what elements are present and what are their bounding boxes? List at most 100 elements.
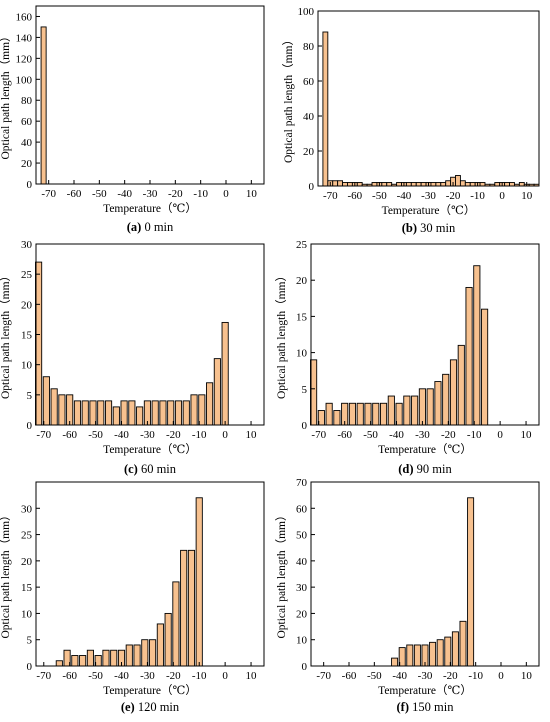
panel-d-bar: [379, 402, 388, 426]
panel-d-caption: (d) 90 min: [398, 462, 452, 476]
panel-a-x-tick-label: -40: [117, 188, 132, 200]
panel-b-bar: [396, 182, 402, 187]
panel-a-y-tick-label: 60: [21, 116, 33, 128]
panel-b-x-tick-label: -40: [397, 190, 412, 202]
panel-e-bar: [55, 660, 63, 667]
panel-e-bar: [195, 497, 203, 667]
panel-b-bar: [381, 182, 388, 187]
panel-b-bar: [322, 31, 329, 187]
panel-e-x-tick-label: -60: [62, 670, 77, 682]
panel-b-bar: [445, 180, 452, 187]
panel-c-bar: [73, 400, 82, 426]
panel-b-bar: [464, 182, 471, 187]
panel-b-x-tick-label: -20: [446, 190, 461, 202]
panel-d-bar: [465, 286, 473, 426]
panel-a-x-tick-label: -20: [168, 188, 183, 200]
panel-f-x-tick-label: -10: [468, 670, 483, 682]
panel-f-caption-letter: (f): [397, 700, 410, 714]
panel-e-bar: [180, 549, 188, 667]
panel-c-caption-letter: (c): [124, 462, 138, 476]
panel-a-x-tick-label: -50: [92, 188, 107, 200]
panel-e-x-tick-label: 10: [246, 670, 258, 682]
panel-b-x-tick-label: 0: [499, 190, 505, 202]
panel-b-bar: [455, 175, 461, 187]
panel-b-bar: [509, 182, 515, 187]
panel-e-bar: [156, 623, 164, 667]
panel-e-x-tick-label: -10: [192, 670, 207, 682]
panel-b-bar: [440, 182, 447, 187]
panel-f-x-tick-label: -70: [316, 670, 331, 682]
panel-c-bar: [174, 400, 183, 426]
panel-d-x-tick-label: -50: [363, 429, 378, 441]
panel-e-caption-text: 120 min: [135, 700, 180, 714]
panel-c-bar: [190, 394, 198, 426]
panel-d-x-tick-label: -60: [337, 429, 352, 441]
panel-a-y-axis-label: Optical path length（mm）: [0, 30, 12, 159]
panel-c-bar: [104, 400, 113, 426]
panel-b-bar: [420, 182, 427, 187]
panel-d-bar: [387, 395, 395, 426]
panel-b-x-tick-label: -50: [372, 190, 387, 202]
panel-c-bar: [112, 406, 120, 426]
panel-c: -70 -60 -50 -40 -30 -20 -10 0 10 0 5 10 15 20 25 30 Temp…: [0, 239, 265, 476]
panel-d-x-tick-label: 0: [497, 429, 503, 441]
panel-b-caption-letter: (b): [402, 221, 417, 235]
panel-e-x-tick-label: -20: [166, 670, 181, 682]
panel-b-bar: [518, 182, 525, 187]
panel-a-x-tick-label: -60: [67, 188, 82, 200]
panel-f-y-axis-label: Optical path length（mm）: [275, 509, 288, 638]
panel-e: -70 -60 -50 -40 -30 -20 -10 0 10 0 5 10 15 20 25 30 Temp…: [0, 481, 265, 714]
panel-f-x-tick-label: -20: [443, 670, 458, 682]
panel-d-y-tick-label: 10: [296, 348, 308, 360]
panel-e-y-axis-label: Optical path length（mm）: [0, 509, 12, 638]
panel-c-y-tick-label: 15: [21, 330, 33, 342]
panel-d-caption-letter: (d): [398, 462, 413, 476]
panel-d-y-tick-label: 5: [302, 384, 308, 396]
panel-a-caption: (a) 0 min: [127, 220, 174, 234]
panel-b-caption-text: 30 min: [417, 221, 456, 235]
panel-c-bar: [136, 406, 144, 426]
panel-b-bar: [337, 180, 344, 187]
panel-f-y-tick-label: 40: [296, 556, 308, 568]
panel-a-y-tick-label: 20: [21, 158, 33, 170]
panel-d-bar: [333, 410, 341, 426]
panel-e-bar: [133, 644, 141, 667]
panel-f-bar: [429, 641, 437, 667]
panel-b-bar: [405, 182, 412, 187]
panel-b-bar: [386, 182, 393, 187]
panel-c-caption: (c) 60 min: [124, 462, 177, 476]
panel-e-x-axis-label: Temperature（℃）: [103, 684, 197, 697]
panel-c-y-tick-label: 25: [21, 269, 33, 281]
panel-f: -70 -60 -50 -40 -30 -20 -10 0 10 0 10 20 30 40 50 60 70 T…: [275, 477, 540, 714]
panel-d-bar: [325, 402, 333, 426]
panel-f-x-tick-label: -40: [392, 670, 407, 682]
panel-a-y-tick-label: 100: [16, 74, 33, 86]
panel-a-frame: [35, 5, 265, 185]
panel-c-x-axis-label: Temperature（℃）: [103, 443, 197, 456]
panel-b-caption: (b) 30 min: [402, 221, 456, 235]
panel-c-bar: [50, 388, 58, 426]
panel-b-bar: [459, 180, 466, 187]
panel-d-x-tick-label: -20: [441, 429, 456, 441]
panel-f-bar: [467, 497, 475, 667]
panel-c-bar: [66, 394, 74, 426]
panel-f-x-tick-label: -60: [342, 670, 357, 682]
panel-e-y-tick-label: 25: [21, 530, 33, 542]
panel-d-bar: [457, 344, 465, 426]
panel-b-bar: [430, 182, 437, 187]
panel-f-bar: [444, 636, 452, 667]
panel-c-bar: [206, 382, 214, 426]
panel-f-y-tick-label: 20: [296, 608, 308, 620]
panel-c-bar: [81, 400, 89, 426]
panel-d: -70 -60 -50 -40 -30 -20 -10 0 10 0 5 10 15 20 25 Temper…: [275, 239, 540, 476]
panel-b-x-tick-label: -70: [323, 190, 338, 202]
panel-d-bar: [372, 402, 380, 426]
panel-f-y-tick-label: 30: [296, 582, 308, 594]
panel-f-y-tick-label: 50: [296, 530, 308, 542]
panel-d-bar: [434, 381, 442, 426]
panel-b-bar: [494, 182, 501, 187]
panel-e-bar: [149, 639, 157, 667]
panel-b-y-tick-label: 80: [303, 41, 315, 53]
panel-b-x-tick-label: -10: [470, 190, 485, 202]
